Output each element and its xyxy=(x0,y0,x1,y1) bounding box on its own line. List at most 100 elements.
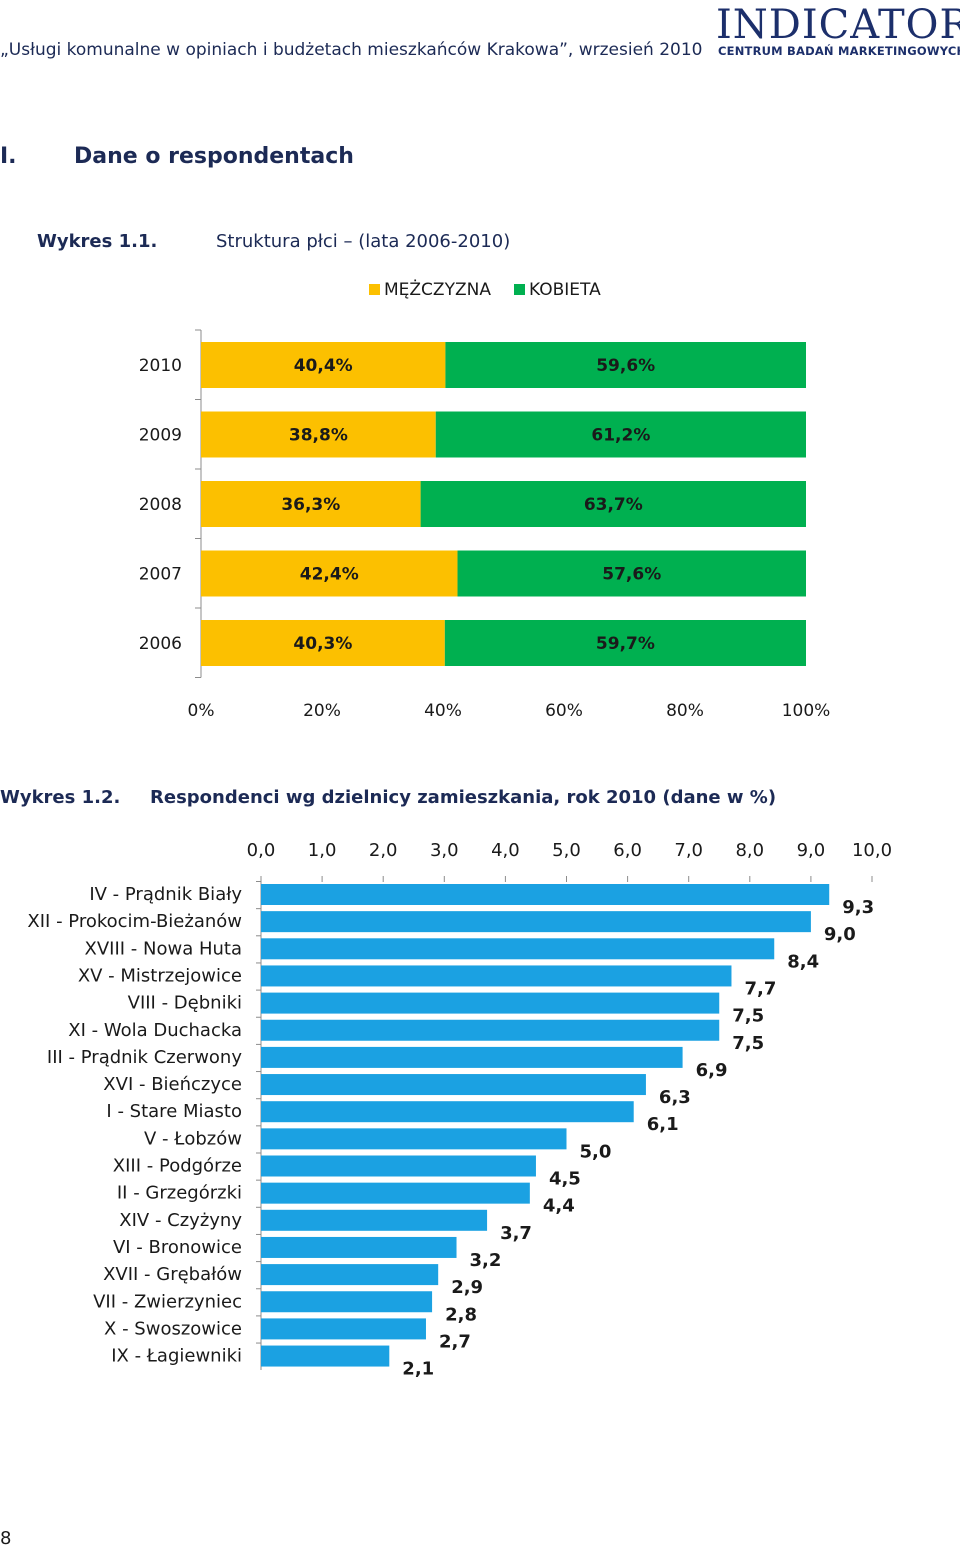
data-label: 61,2% xyxy=(591,426,650,446)
category-label: XI - Wola Duchacka xyxy=(68,1020,242,1041)
data-label: 9,3 xyxy=(842,897,874,918)
chart1-legend: MĘŻCZYZNA KOBIETA xyxy=(369,279,601,300)
category-label: III - Prądnik Czerwony xyxy=(47,1047,242,1068)
x-tick-label: 40% xyxy=(424,701,462,721)
bar-X - Swoszowice xyxy=(261,1318,426,1340)
chart2-caption-title: Respondenci wg dzielnicy zamieszkania, r… xyxy=(150,787,777,808)
bar-XIV - Czyżyny xyxy=(261,1209,488,1231)
data-label: 40,3% xyxy=(293,634,352,654)
section-number: I. xyxy=(0,144,17,169)
data-label: 4,5 xyxy=(549,1169,581,1190)
x-tick-label: 10,0 xyxy=(852,840,892,861)
bar-IX - Łagiewniki xyxy=(261,1345,390,1367)
chart2-labels: 0,0 1,0 2,0 3,0 4,0 5,0 6,0 7,0 8,0 9,0 10,0 IV - P… xyxy=(27,840,892,1380)
district-respondents-chart: 0,0 1,0 2,0 3,0 4,0 5,0 6,0 7,0 8,0 9,0 10,0 IV - P… xyxy=(27,840,892,1380)
bar-VII - Zwierzyniec xyxy=(261,1291,433,1313)
category-label: I - Stare Miasto xyxy=(106,1101,242,1122)
data-label: 7,5 xyxy=(732,1033,764,1054)
bar-XI - Wola Duchacka xyxy=(261,1019,720,1041)
category-label: XV - Mistrzejowice xyxy=(78,965,242,986)
logo-wordmark: INDICATOR xyxy=(716,2,960,48)
category-label: VII - Zwierzyniec xyxy=(93,1291,242,1312)
x-tick-label: 20% xyxy=(303,701,341,721)
x-tick-label: 0% xyxy=(188,701,215,721)
chart1-axes xyxy=(195,329,202,678)
data-label: 7,7 xyxy=(744,978,776,999)
category-label: V - Łobzów xyxy=(144,1128,242,1149)
bar-XVIII - Nowa Huta xyxy=(261,938,775,960)
x-tick-label: 4,0 xyxy=(491,840,520,861)
data-label: 3,2 xyxy=(470,1250,502,1271)
data-label: 59,7% xyxy=(596,634,655,654)
data-label: 2,7 xyxy=(439,1331,471,1352)
bar-male-2010 xyxy=(201,342,446,388)
legend-swatch-1 xyxy=(514,284,525,295)
bar-XVI - Bieńczyce xyxy=(261,1074,646,1096)
data-label: 6,3 xyxy=(659,1087,691,1108)
data-label: 8,4 xyxy=(787,951,819,972)
bar-female-2006 xyxy=(444,620,806,666)
bar-XIII - Podgórze xyxy=(261,1155,536,1177)
x-tick-label: 0,0 xyxy=(247,840,276,861)
category-label: 2008 xyxy=(139,495,182,515)
category-label: XVII - Grębałów xyxy=(103,1264,242,1285)
bar-V - Łobzów xyxy=(261,1128,567,1150)
data-label: 2,9 xyxy=(451,1277,483,1298)
category-label: XIII - Podgórze xyxy=(113,1156,242,1177)
bar-VI - Bronowice xyxy=(261,1236,457,1258)
data-label: 6,1 xyxy=(647,1114,679,1135)
x-tick-label: 3,0 xyxy=(430,840,459,861)
data-label: 9,0 xyxy=(824,924,856,945)
category-label: VI - Bronowice xyxy=(113,1237,242,1258)
category-label: XVIII - Nowa Huta xyxy=(85,938,243,959)
bar-I - Stare Miasto xyxy=(261,1101,634,1123)
chart1-caption-label: Wykres 1.1. xyxy=(37,231,158,252)
category-label: X - Swoszowice xyxy=(104,1318,242,1339)
indicator-logo: INDICATOR CENTRUM BADAŃ MARKETINGOWYCH xyxy=(716,4,960,62)
chart1-bars xyxy=(201,342,806,666)
x-tick-label: 5,0 xyxy=(552,840,581,861)
data-label: 2,8 xyxy=(445,1304,477,1325)
data-label: 3,7 xyxy=(500,1223,532,1244)
bar-XVII - Grębałów xyxy=(261,1264,439,1286)
bar-female-2009 xyxy=(435,411,806,458)
bar-male-2006 xyxy=(201,620,445,666)
bar-female-2007 xyxy=(457,550,806,597)
category-label: 2010 xyxy=(139,356,182,376)
data-label: 6,9 xyxy=(696,1060,728,1081)
data-label: 2,1 xyxy=(402,1359,434,1380)
chart1-labels: 2010 40,4% 59,6% 2009 38,8% 61,2% 2008 36,3% 63,… xyxy=(139,356,831,721)
bar-female-2008 xyxy=(420,481,806,527)
x-tick-label: 1,0 xyxy=(308,840,337,861)
x-tick-label: 80% xyxy=(666,701,704,721)
legend-label-1: KOBIETA xyxy=(529,280,601,300)
bar-III - Prądnik Czerwony xyxy=(261,1046,683,1068)
legend-swatch-0 xyxy=(369,284,380,295)
chart2-bars xyxy=(261,884,830,1367)
legend-label-0: MĘŻCZYZNA xyxy=(384,279,491,300)
category-label: 2006 xyxy=(139,634,182,654)
data-label: 36,3% xyxy=(281,495,340,515)
logo-subtitle: CENTRUM BADAŃ MARKETINGOWYCH xyxy=(718,44,960,58)
category-label: XIV - Czyżyny xyxy=(119,1210,242,1231)
bar-XV - Mistrzejowice xyxy=(261,965,732,987)
category-label: 2009 xyxy=(139,426,182,446)
section-title: Dane o respondentach xyxy=(74,144,354,169)
data-label: 42,4% xyxy=(300,565,359,585)
bar-male-2009 xyxy=(201,411,436,458)
x-tick-label: 6,0 xyxy=(613,840,642,861)
bar-male-2007 xyxy=(201,550,458,597)
category-label: II - Grzegórzki xyxy=(117,1183,242,1204)
x-tick-label: 2,0 xyxy=(369,840,398,861)
chart2-axes xyxy=(256,876,873,1370)
chart1-caption-title: Struktura płci – (lata 2006-2010) xyxy=(216,231,511,252)
x-tick-label: 60% xyxy=(545,701,583,721)
bar-VIII - Dębniki xyxy=(261,992,720,1014)
x-tick-label: 8,0 xyxy=(735,840,764,861)
data-label: 59,6% xyxy=(596,356,655,376)
document-header-title: „Usługi komunalne w opiniach i budżetach… xyxy=(0,40,703,60)
gender-structure-chart: MĘŻCZYZNA KOBIETA 2010 40,4% 59,6% 2009 38,8%… xyxy=(139,279,831,721)
data-label: 40,4% xyxy=(294,356,353,376)
bar-II - Grzegórzki xyxy=(261,1182,530,1204)
data-label: 57,6% xyxy=(602,565,661,585)
